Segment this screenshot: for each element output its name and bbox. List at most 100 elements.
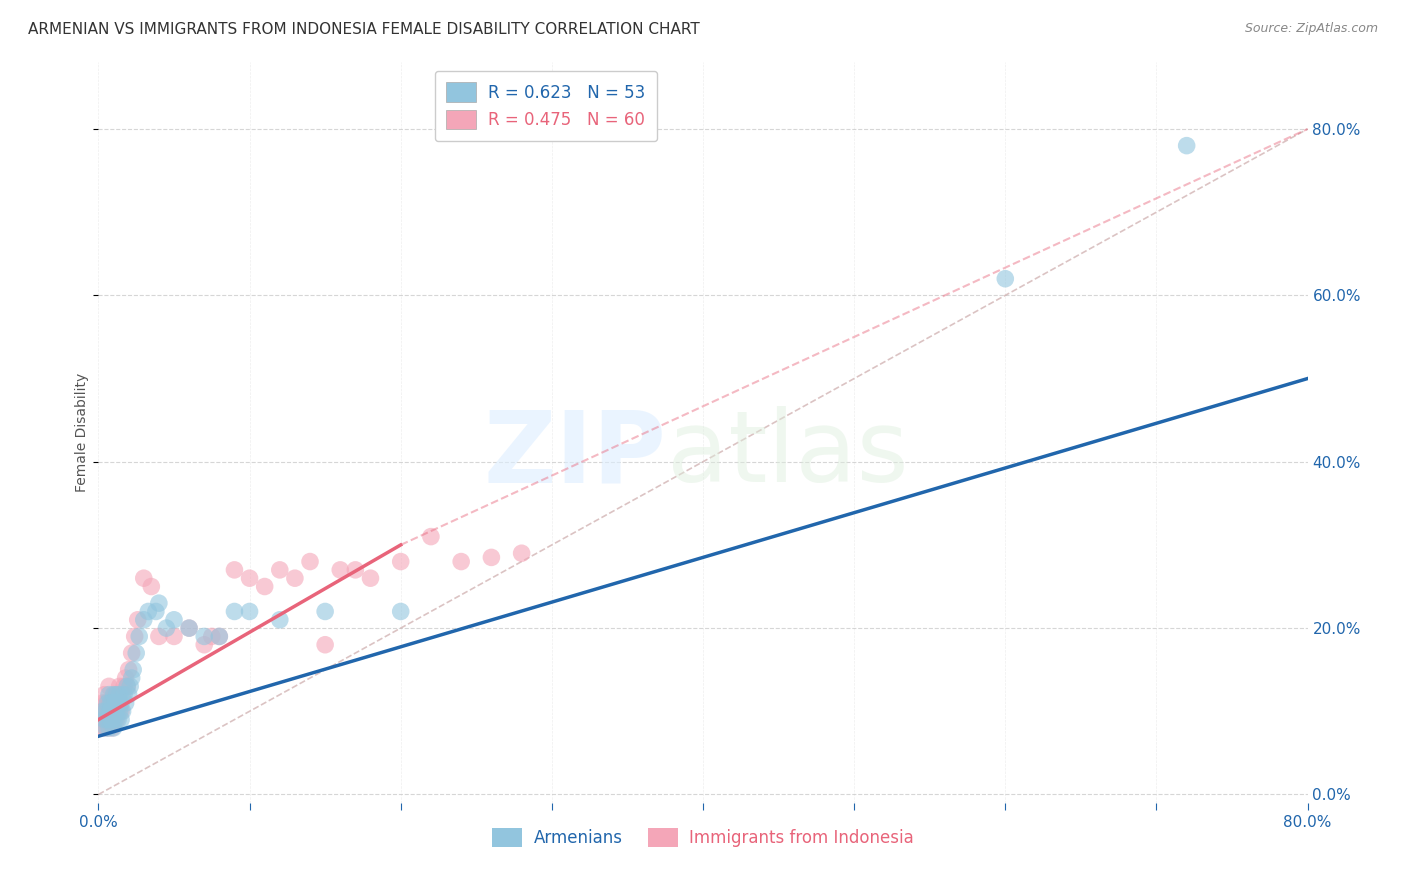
Point bbox=[224, 563, 246, 577]
Point bbox=[132, 613, 155, 627]
Point bbox=[90, 704, 112, 718]
Text: atlas: atlas bbox=[666, 407, 908, 503]
Point bbox=[284, 571, 307, 585]
Point bbox=[120, 679, 142, 693]
Y-axis label: Female Disability: Female Disability bbox=[76, 373, 90, 492]
Point bbox=[90, 713, 112, 727]
Point bbox=[510, 546, 533, 560]
Point bbox=[132, 571, 155, 585]
Point bbox=[136, 605, 159, 619]
Legend: Armenians, Immigrants from Indonesia: Armenians, Immigrants from Indonesia bbox=[485, 822, 921, 854]
Point bbox=[118, 663, 141, 677]
Text: Source: ZipAtlas.com: Source: ZipAtlas.com bbox=[1244, 22, 1378, 36]
Point bbox=[148, 629, 170, 643]
Point bbox=[994, 271, 1017, 285]
Point bbox=[103, 688, 125, 702]
Point bbox=[105, 713, 128, 727]
Point bbox=[299, 555, 322, 569]
Point bbox=[420, 530, 443, 544]
Point bbox=[128, 629, 150, 643]
Point bbox=[1175, 138, 1198, 153]
Point bbox=[98, 688, 121, 702]
Point bbox=[94, 704, 117, 718]
Point bbox=[110, 696, 132, 710]
Point bbox=[101, 696, 124, 710]
Point bbox=[107, 713, 129, 727]
Point bbox=[98, 696, 121, 710]
Point bbox=[91, 696, 114, 710]
Point bbox=[96, 704, 118, 718]
Point bbox=[104, 704, 127, 718]
Point bbox=[148, 596, 170, 610]
Point bbox=[107, 704, 129, 718]
Point bbox=[125, 646, 148, 660]
Point bbox=[93, 713, 115, 727]
Text: ZIP: ZIP bbox=[484, 407, 666, 503]
Point bbox=[111, 704, 134, 718]
Point bbox=[329, 563, 352, 577]
Point bbox=[101, 721, 124, 735]
Point bbox=[208, 629, 231, 643]
Point bbox=[344, 563, 367, 577]
Point bbox=[98, 713, 121, 727]
Point bbox=[224, 605, 246, 619]
Point bbox=[105, 704, 128, 718]
Point bbox=[101, 704, 124, 718]
Point bbox=[179, 621, 201, 635]
Point bbox=[94, 721, 117, 735]
Point bbox=[115, 679, 138, 693]
Point bbox=[121, 671, 143, 685]
Point bbox=[239, 571, 262, 585]
Point bbox=[96, 721, 118, 735]
Point bbox=[145, 605, 167, 619]
Point bbox=[100, 704, 122, 718]
Point bbox=[91, 721, 114, 735]
Point bbox=[193, 629, 215, 643]
Point bbox=[121, 646, 143, 660]
Point bbox=[108, 704, 131, 718]
Point bbox=[163, 613, 186, 627]
Point bbox=[105, 696, 128, 710]
Point bbox=[360, 571, 382, 585]
Point bbox=[105, 688, 128, 702]
Point bbox=[112, 679, 135, 693]
Point bbox=[108, 696, 131, 710]
Point bbox=[94, 713, 117, 727]
Point bbox=[96, 696, 118, 710]
Point bbox=[314, 638, 336, 652]
Point bbox=[269, 563, 291, 577]
Point bbox=[111, 688, 134, 702]
Point bbox=[179, 621, 201, 635]
Point bbox=[155, 621, 177, 635]
Point bbox=[104, 696, 127, 710]
Point bbox=[93, 688, 115, 702]
Point bbox=[110, 704, 132, 718]
Point bbox=[450, 555, 472, 569]
Point bbox=[103, 713, 125, 727]
Point bbox=[96, 713, 118, 727]
Point bbox=[118, 688, 141, 702]
Point bbox=[100, 696, 122, 710]
Point bbox=[269, 613, 291, 627]
Point bbox=[115, 679, 138, 693]
Point bbox=[100, 713, 122, 727]
Point bbox=[122, 663, 145, 677]
Point bbox=[103, 696, 125, 710]
Point bbox=[94, 696, 117, 710]
Point bbox=[389, 605, 412, 619]
Point bbox=[100, 713, 122, 727]
Text: ARMENIAN VS IMMIGRANTS FROM INDONESIA FEMALE DISABILITY CORRELATION CHART: ARMENIAN VS IMMIGRANTS FROM INDONESIA FE… bbox=[28, 22, 700, 37]
Point bbox=[163, 629, 186, 643]
Point bbox=[103, 721, 125, 735]
Point bbox=[107, 696, 129, 710]
Point bbox=[104, 713, 127, 727]
Point bbox=[108, 688, 131, 702]
Point bbox=[98, 704, 121, 718]
Point bbox=[193, 638, 215, 652]
Point bbox=[110, 713, 132, 727]
Point bbox=[114, 671, 136, 685]
Point bbox=[314, 605, 336, 619]
Point bbox=[208, 629, 231, 643]
Point bbox=[98, 679, 121, 693]
Point bbox=[104, 688, 127, 702]
